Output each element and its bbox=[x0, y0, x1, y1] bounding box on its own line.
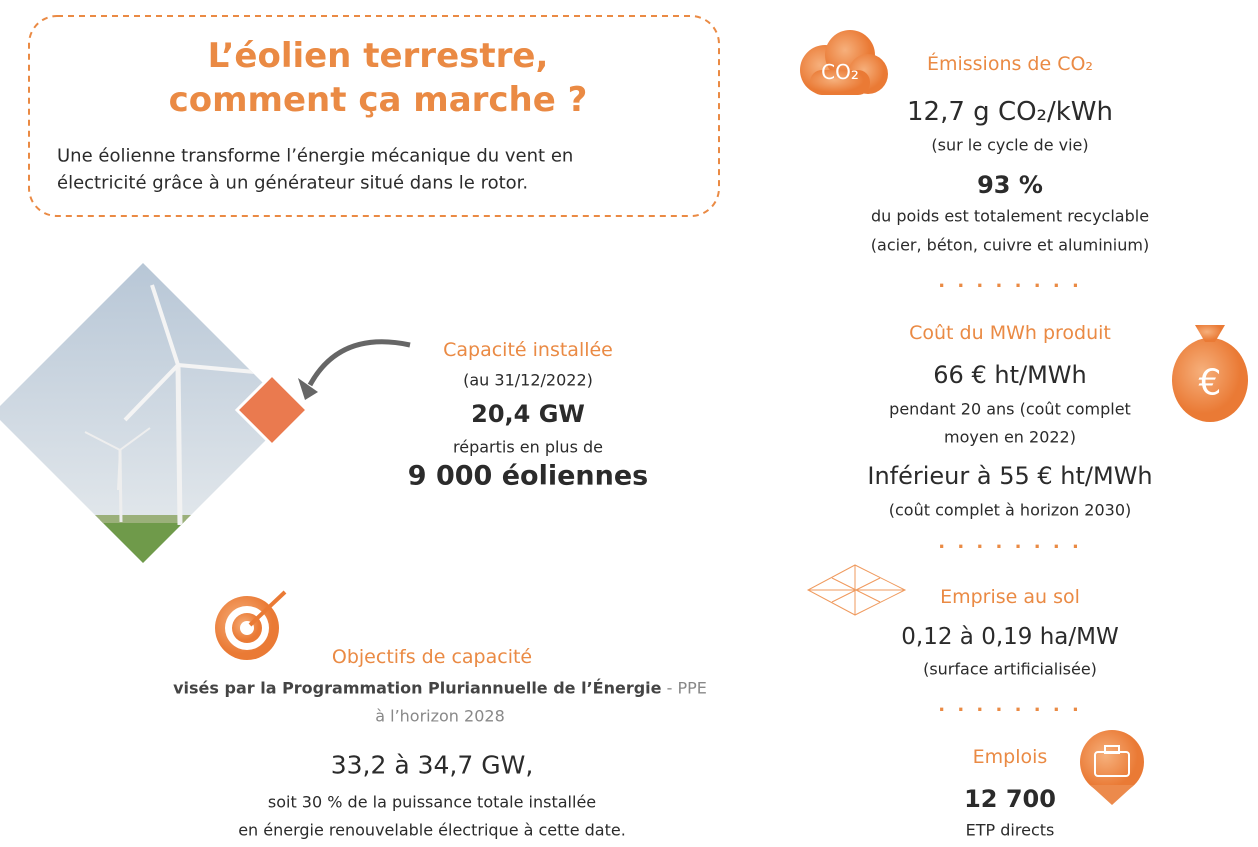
arrow bbox=[307, 339, 411, 387]
objectives-ppe: - PPE bbox=[661, 678, 707, 698]
cost-future: Inférieur à 55 € ht/MWh bbox=[867, 462, 1153, 490]
arrow-head bbox=[298, 378, 318, 400]
target-icon bbox=[215, 590, 287, 660]
objectives-horizon: à l’horizon 2028 bbox=[375, 706, 505, 726]
land-heading: Emprise au sol bbox=[940, 586, 1080, 608]
separator: · · · · · · · · bbox=[938, 699, 1082, 721]
cost-value: 66 € ht/MWh bbox=[933, 361, 1087, 389]
jobs-heading: Emplois bbox=[972, 746, 1048, 768]
title-line: comment ça marche ? bbox=[168, 80, 588, 120]
objectives-value: 33,2 à 34,7 GW, bbox=[330, 750, 534, 780]
co2-cloud-icon bbox=[800, 30, 888, 95]
description: électricité grâce à un générateur situé … bbox=[57, 172, 529, 194]
cost-heading: Coût du MWh produit bbox=[909, 322, 1111, 344]
euro-icon-text: € bbox=[1198, 362, 1222, 404]
capacity-detail: répartis en plus de bbox=[453, 437, 603, 457]
emissions-value: 12,7 g CO₂/kWh bbox=[907, 97, 1113, 127]
land-value: 0,12 à 0,19 ha/MW bbox=[901, 624, 1119, 650]
capacity-value: 20,4 GW bbox=[471, 400, 585, 428]
co2-icon-text: CO₂ bbox=[821, 60, 859, 84]
cost-note: moyen en 2022) bbox=[944, 427, 1076, 447]
jobs-note: ETP directs bbox=[965, 820, 1055, 840]
capacity-date: (au 31/12/2022) bbox=[463, 370, 593, 390]
recycle-value: 93 % bbox=[977, 171, 1043, 199]
recycle-note: du poids est totalement recyclable bbox=[870, 206, 1150, 226]
capacity-count: 9 000 éoliennes bbox=[407, 460, 649, 492]
objectives-note: en énergie renouvelable électrique à cet… bbox=[238, 820, 626, 840]
title-line: L’éolien terrestre, bbox=[207, 36, 549, 76]
euro-bag-icon bbox=[1172, 325, 1248, 422]
description: Une éolienne transforme l’énergie mécani… bbox=[57, 145, 574, 167]
objectives-note: soit 30 % de la puissance totale install… bbox=[267, 792, 597, 812]
jobs-value: 12 700 bbox=[964, 785, 1056, 813]
objectives-heading: Objectifs de capacité bbox=[331, 646, 533, 668]
cost-future-note: (coût complet à horizon 2030) bbox=[888, 500, 1132, 520]
title-box bbox=[28, 15, 720, 217]
jobs-pin-icon bbox=[1080, 730, 1144, 805]
emissions-heading: Émissions de CO₂ bbox=[926, 53, 1094, 75]
objectives-text: visés par la Programmation Pluriannuelle… bbox=[173, 678, 662, 698]
emissions-note: (sur le cycle de vie) bbox=[931, 135, 1089, 155]
separator: · · · · · · · · bbox=[938, 275, 1082, 297]
accent-diamond bbox=[234, 372, 310, 448]
cost-note: pendant 20 ans (coût complet bbox=[889, 399, 1131, 419]
land-note: (surface artificialisée) bbox=[923, 659, 1097, 679]
objectives-line: visés par la Programmation Pluriannuelle… bbox=[173, 679, 707, 698]
capacity-heading: Capacité installée bbox=[443, 339, 613, 361]
separator: · · · · · · · · bbox=[938, 536, 1082, 558]
recycle-note: (acier, béton, cuivre et aluminium) bbox=[870, 235, 1150, 255]
land-grid-icon bbox=[806, 564, 907, 616]
